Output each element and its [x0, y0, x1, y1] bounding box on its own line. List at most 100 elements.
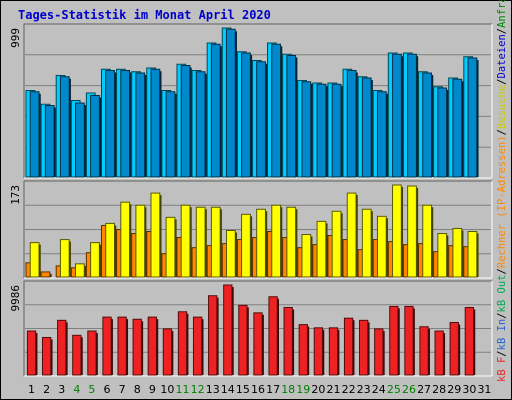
x-tick-label-8: 8 [134, 383, 141, 396]
legend-kbin: kB In [496, 318, 508, 351]
bar-top-dateien-4 [75, 102, 85, 178]
x-tick-label-5: 5 [88, 383, 95, 396]
y-max-label-bottom: 9986 [9, 285, 22, 312]
bar-top-dateien-7 [120, 70, 131, 178]
bar-middle-besuche-25 [392, 184, 402, 278]
bar-bottom-kb-f-17 [268, 296, 278, 376]
bar-middle-besuche-18 [286, 206, 297, 278]
bar-bottom-kb-f-11 [177, 311, 188, 376]
bar-bottom-kb-f-16 [253, 312, 263, 376]
y-max-label-top: 999 [9, 28, 22, 48]
bar-bottom-kb-f-3 [57, 319, 67, 376]
bar-bottom-kb-f-9 [147, 316, 157, 376]
y-max-label-middle: 173 [9, 185, 22, 205]
x-tick-label-10: 10 [160, 383, 174, 396]
x-tick-label-13: 13 [206, 383, 220, 396]
bar-middle-besuche-13 [210, 206, 221, 278]
x-tick-label-24: 24 [372, 383, 386, 396]
bar-bottom-kb-f-7 [117, 316, 127, 376]
bar-top-dateien-11 [180, 65, 191, 178]
bar-top-dateien-18 [286, 55, 297, 178]
x-tick-label-25: 25 [387, 383, 401, 396]
bar-bottom-kb-f-24 [374, 328, 384, 376]
bar-bottom-kb-f-6 [102, 316, 112, 376]
legend-anfragen: Anfragen [496, 0, 508, 28]
bar-middle-besuche-3 [59, 239, 70, 278]
bar-bottom-kb-f-29 [449, 321, 459, 376]
x-tick-label-26: 26 [402, 383, 416, 396]
x-tick-label-18: 18 [281, 383, 295, 396]
bar-top-dateien-19 [301, 81, 312, 178]
bar-bottom-kb-f-22 [343, 317, 354, 376]
x-tick-label-31: 31 [477, 383, 491, 396]
bar-bottom-kb-f-26 [404, 305, 414, 376]
bar-middle-besuche-8 [135, 204, 146, 278]
bar-top-dateien-8 [135, 72, 146, 178]
bar-middle-besuche-30 [467, 231, 478, 278]
bar-top-dateien-3 [59, 76, 70, 178]
x-tick-label-6: 6 [104, 383, 111, 396]
bar-middle-besuche-1 [29, 242, 40, 278]
bar-top-dateien-28 [437, 87, 448, 178]
bar-middle-besuche-17 [271, 204, 282, 278]
bar-middle-besuche-16 [256, 208, 266, 278]
x-tick-label-21: 21 [326, 383, 340, 396]
bar-bottom-kb-f-19 [298, 324, 308, 376]
bar-bottom-kb-f-15 [238, 304, 248, 376]
bar-top-dateien-6 [105, 70, 115, 178]
bar-bottom-kb-f-2 [41, 336, 52, 376]
bar-bottom-kb-f-23 [359, 319, 369, 376]
bar-middle-besuche-11 [180, 204, 191, 278]
bar-top-dateien-5 [90, 95, 100, 178]
bar-middle-besuche-6 [105, 222, 115, 278]
bar-top-dateien-23 [361, 77, 372, 178]
bar-top-dateien-12 [195, 71, 206, 178]
bar-middle-besuche-29 [452, 227, 463, 278]
bar-middle-rechner-ip-adressen--2 [40, 271, 51, 278]
bar-top-dateien-26 [407, 53, 417, 178]
x-tick-label-2: 2 [43, 383, 50, 396]
x-tick-label-3: 3 [58, 383, 65, 396]
bar-middle-besuche-21 [331, 210, 342, 278]
x-tick-label-27: 27 [417, 383, 431, 396]
bar-bottom-kb-f-14 [223, 284, 233, 376]
x-tick-label-30: 30 [462, 383, 476, 396]
bar-middle-besuche-19 [301, 234, 312, 278]
bar-middle-besuche-22 [346, 192, 357, 278]
legend-side: kB F/kB In/kB Out/Rechner (IP-Adressen)/… [496, 0, 512, 382]
bar-bottom-kb-f-10 [162, 328, 173, 376]
x-tick-label-14: 14 [221, 383, 235, 396]
bar-top-dateien-1 [29, 91, 40, 178]
bar-middle-besuche-12 [195, 206, 206, 278]
bar-middle-besuche-23 [361, 208, 372, 278]
x-tick-label-16: 16 [251, 383, 265, 396]
bar-bottom-kb-f-5 [87, 330, 97, 376]
chart-title: Tages-Statistik im Monat April 2020 [18, 8, 271, 22]
bar-bottom-kb-f-28 [434, 330, 444, 376]
bar-top-dateien-14 [225, 28, 236, 178]
bar-top-dateien-15 [241, 52, 251, 178]
bar-top-dateien-27 [422, 72, 432, 178]
bar-middle-besuche-20 [316, 220, 327, 278]
bar-bottom-kb-f-30 [464, 306, 475, 376]
bar-top-dateien-25 [392, 53, 402, 178]
x-tick-label-17: 17 [266, 383, 280, 396]
bar-top-dateien-24 [376, 91, 387, 178]
bar-middle-besuche-15 [241, 213, 251, 278]
bar-middle-besuche-9 [150, 192, 161, 278]
x-tick-label-12: 12 [191, 383, 205, 396]
bar-top-dateien-16 [256, 61, 266, 178]
x-tick-label-11: 11 [176, 383, 190, 396]
bar-middle-besuche-28 [437, 233, 448, 278]
x-tick-label-4: 4 [73, 383, 80, 396]
bar-top-dateien-22 [346, 70, 357, 178]
bar-top-dateien-10 [165, 91, 176, 178]
legend-rechner: Rechner (IP-Adressen) [496, 135, 508, 269]
bar-bottom-kb-f-4 [72, 334, 82, 376]
bar-top-dateien-9 [150, 68, 161, 178]
bar-top-dateien-2 [44, 105, 55, 178]
x-tick-label-9: 9 [149, 383, 156, 396]
x-tick-label-20: 20 [311, 383, 325, 396]
bar-middle-besuche-7 [120, 201, 131, 278]
